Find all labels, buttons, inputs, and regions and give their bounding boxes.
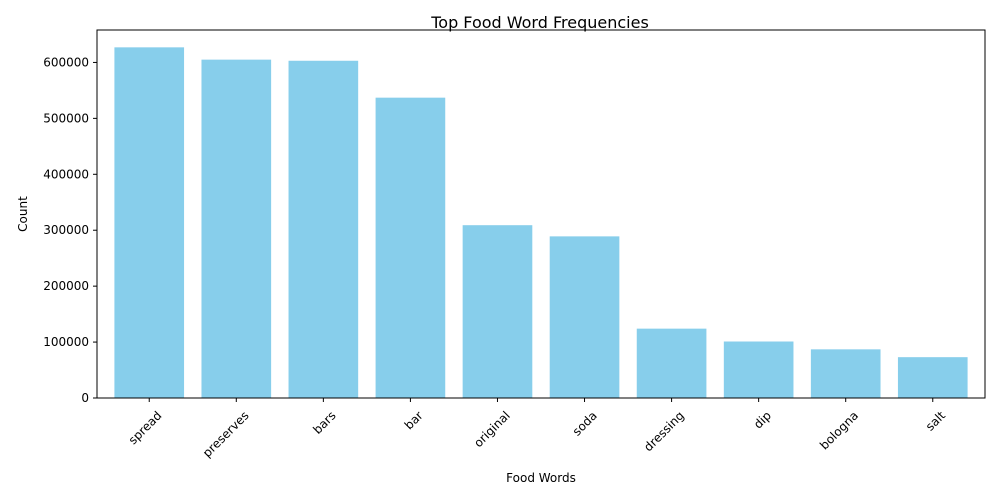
bar-salt <box>897 357 968 398</box>
bar-bologna <box>810 349 881 398</box>
bar-bars <box>288 60 359 398</box>
y-axis-label: Count <box>16 196 30 232</box>
bar-spread <box>114 47 185 399</box>
y-tick-label: 500000 <box>43 111 89 125</box>
y-tick-label: 100000 <box>43 335 89 349</box>
x-tick-label-bars: bars <box>310 408 338 436</box>
x-axis: spread preserves bars bar original soda dressi… <box>126 398 948 460</box>
x-tick-label-spread: spread <box>126 408 165 447</box>
bar-dip <box>723 341 794 398</box>
x-tick-label-dip: dip <box>751 408 774 431</box>
y-tick-label: 0 <box>81 391 89 405</box>
bar-bar <box>375 97 446 399</box>
x-tick-label-original: original <box>471 408 513 450</box>
x-tick-label-preserves: preserves <box>200 408 252 460</box>
bar-preserves <box>201 59 272 398</box>
y-tick-label: 300000 <box>43 223 89 237</box>
chart-title: Top Food Word Frequencies <box>430 13 649 32</box>
x-axis-label: Food Words <box>506 471 576 485</box>
x-tick-label-salt: salt <box>923 408 948 433</box>
y-axis: 0 100000 200000 300000 400000 500000 600000 <box>43 55 97 405</box>
x-tick-label-dressing: dressing <box>641 408 687 454</box>
y-tick-label: 600000 <box>43 55 89 69</box>
y-tick-label: 400000 <box>43 167 89 181</box>
bars-group <box>114 47 968 399</box>
bar-original <box>462 225 533 398</box>
x-tick-label-soda: soda <box>570 408 600 438</box>
plot-frame <box>96 29 986 399</box>
x-tick-label-bologna: bologna <box>817 408 861 452</box>
x-tick-label-bar: bar <box>402 408 426 432</box>
bar-soda <box>549 236 620 398</box>
bar-dressing <box>636 328 707 398</box>
y-tick-label: 200000 <box>43 279 89 293</box>
